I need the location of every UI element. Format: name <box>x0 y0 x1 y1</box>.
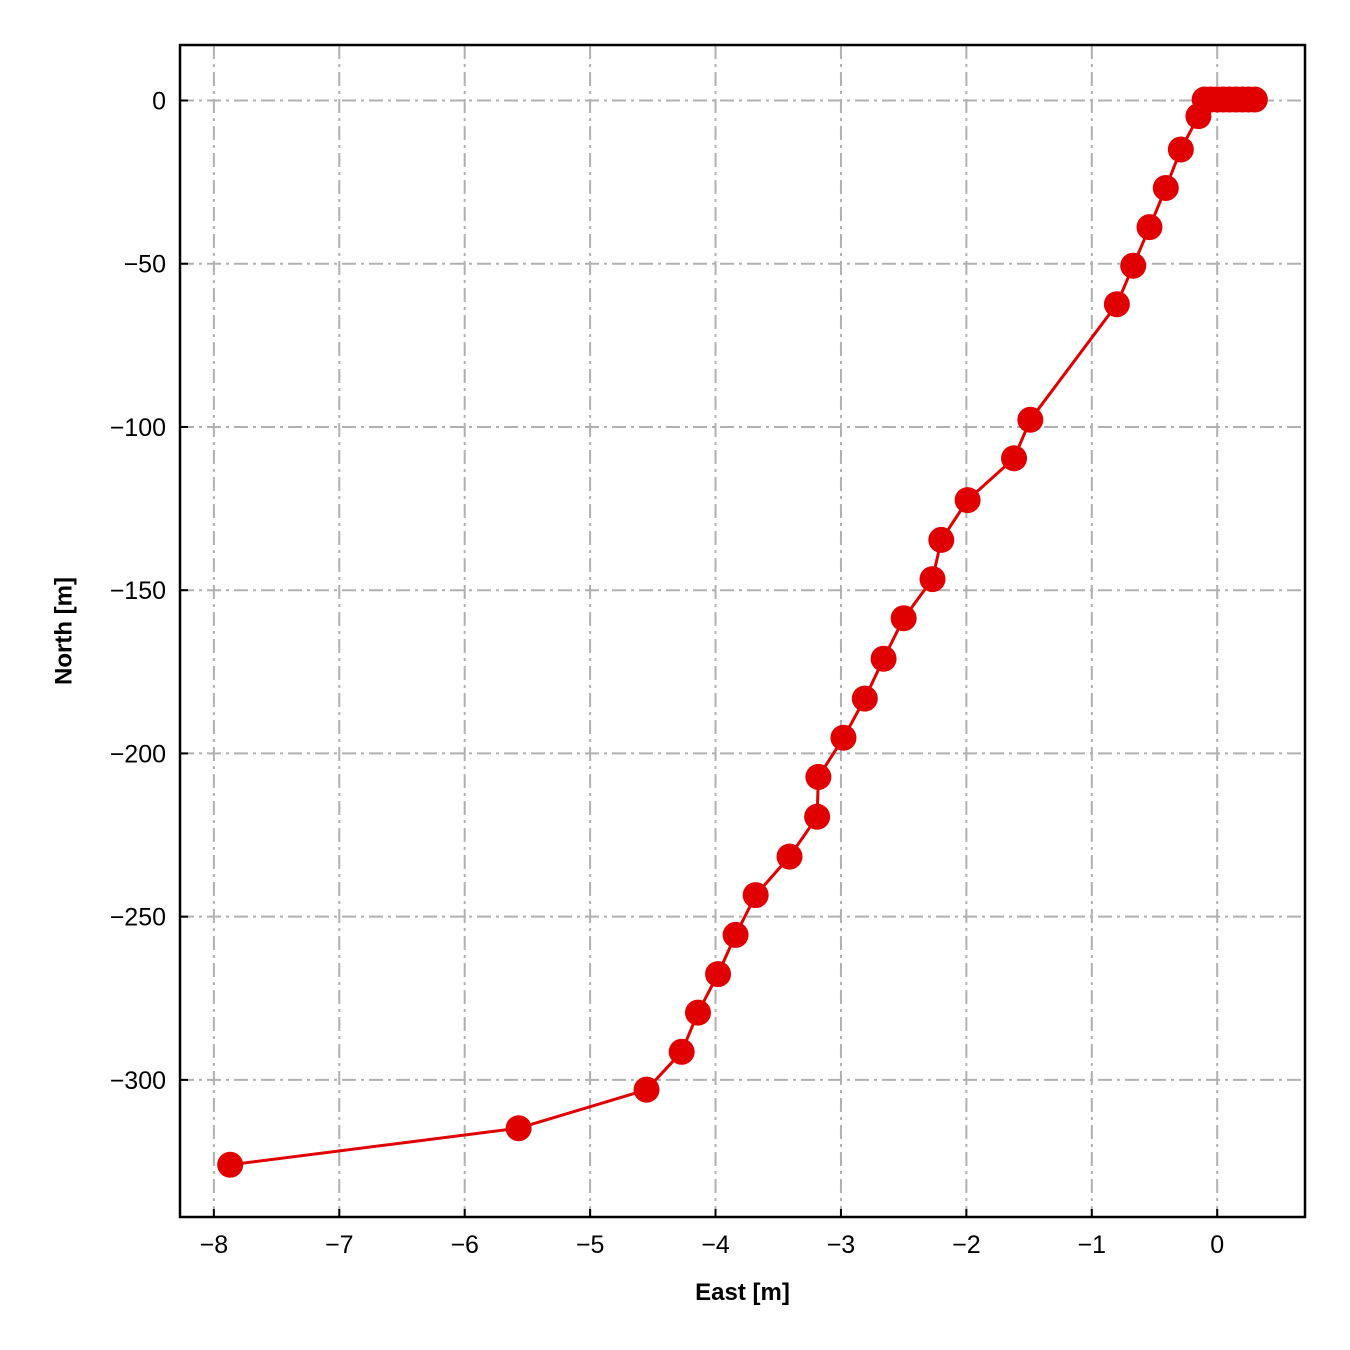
data-point <box>1120 252 1147 279</box>
x-tick-label: −2 <box>952 1231 981 1259</box>
data-point <box>668 1038 695 1065</box>
y-tick-label: 0 <box>152 87 166 115</box>
x-tick-label: −7 <box>325 1231 354 1259</box>
y-tick-label: −300 <box>110 1067 166 1095</box>
data-point <box>1167 136 1194 163</box>
data-point <box>1185 103 1212 130</box>
x-tick-label: 0 <box>1210 1231 1224 1259</box>
x-tick-label: −6 <box>450 1231 479 1259</box>
data-point <box>830 724 857 751</box>
data-point <box>805 763 832 790</box>
series-line <box>230 98 1255 1167</box>
data-point <box>870 645 897 672</box>
data-point <box>919 566 946 593</box>
data-point <box>1103 291 1130 318</box>
x-axis-title: East [m] <box>695 1279 790 1306</box>
data-point <box>954 487 981 514</box>
y-tick-label: −50 <box>124 251 166 279</box>
y-tick-label: −200 <box>110 740 166 768</box>
data-point <box>804 803 831 830</box>
data-point <box>217 1151 244 1178</box>
x-tick-label: −4 <box>701 1231 730 1259</box>
x-tick-label: −1 <box>1078 1231 1107 1259</box>
plot-frame <box>178 43 1307 1219</box>
grid <box>180 45 1305 1217</box>
data-point <box>742 882 769 909</box>
data-point <box>776 843 803 870</box>
x-tick-label: −5 <box>576 1231 605 1259</box>
y-tick-label: −150 <box>110 577 166 605</box>
data-point <box>633 1076 660 1103</box>
data-point <box>851 685 878 712</box>
data-series <box>217 86 1268 1178</box>
data-point <box>928 526 955 553</box>
data-point <box>1001 445 1028 472</box>
y-tick-labels: 0 −50 −100 −150 −200 −250 −300 <box>110 87 166 1094</box>
y-axis-title: North [m] <box>50 577 77 685</box>
x-tick-label: −8 <box>200 1231 229 1259</box>
y-tick-label: −250 <box>110 904 166 932</box>
data-point <box>705 961 732 988</box>
data-point <box>1152 174 1179 201</box>
data-point <box>684 999 711 1026</box>
tick-marks <box>180 99 1219 1217</box>
data-point <box>505 1115 532 1142</box>
data-point <box>890 605 917 632</box>
x-tick-label: −3 <box>827 1231 856 1259</box>
data-point <box>1136 214 1163 241</box>
x-tick-labels: −8 −7 −6 −5 −4 −3 −2 −1 0 <box>200 1231 1225 1259</box>
y-tick-label: −100 <box>110 414 166 442</box>
data-point <box>1017 406 1044 433</box>
data-point <box>722 921 749 948</box>
